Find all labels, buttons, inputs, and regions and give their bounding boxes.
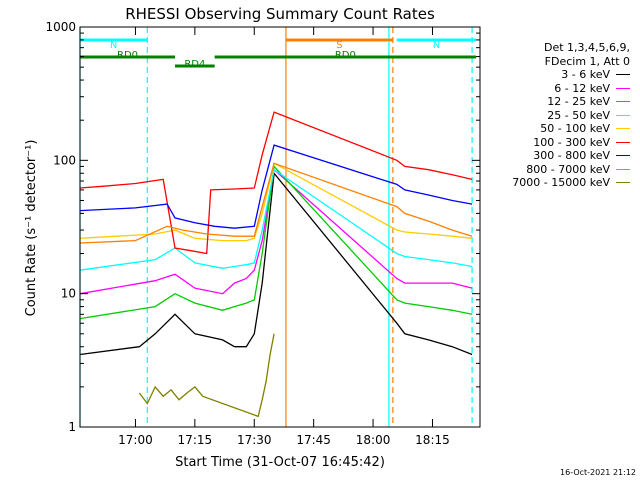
annotation-label-3: RD0 — [117, 50, 138, 61]
y-tick-label-1: 10 — [61, 287, 76, 301]
chart-title: RHESSI Observing Summary Count Rates — [125, 5, 435, 23]
legend-swatch-8 — [616, 182, 630, 184]
x-tick-label-1: 17:15 — [178, 433, 213, 447]
legend-item-8: 7000 - 15000 keV — [512, 176, 630, 190]
legend-swatch-7 — [616, 168, 630, 170]
legend-label-1: 6 - 12 keV — [554, 81, 610, 95]
x-tick-label-5: 18:15 — [415, 433, 450, 447]
annotation-label-2: S — [336, 40, 342, 51]
series-line-7 — [79, 162, 473, 244]
annotation-label-4: RD0 — [335, 50, 356, 61]
series-line-0 — [79, 171, 473, 356]
legend-label-4: 50 - 100 keV — [540, 122, 610, 135]
annotation-label-5: RD4 — [184, 59, 205, 70]
legend-item-6: 300 - 800 keV — [512, 149, 630, 163]
series-line-8 — [138, 333, 275, 418]
legend-item-5: 100 - 300 keV — [512, 136, 630, 150]
series-line-4 — [79, 162, 473, 242]
legend-swatch-4 — [616, 128, 630, 130]
y-tick-label-3: 1000 — [45, 20, 76, 34]
x-tick-label-4: 18:00 — [356, 433, 391, 447]
legend-swatch-0 — [616, 74, 630, 76]
legend-label-2: 12 - 25 keV — [547, 95, 610, 108]
legend-swatch-6 — [616, 155, 630, 157]
annotation-label-0: N — [110, 40, 117, 51]
legend-item-0: 3 - 6 keV — [512, 68, 630, 82]
y-tick-label-0: 1 — [68, 420, 76, 434]
legend-title-line-1: Det 1,3,4,5,6,9, — [543, 41, 630, 54]
legend-label-0: 3 - 6 keV — [561, 68, 610, 81]
legend-item-1: 6 - 12 keV — [512, 82, 630, 96]
legend-item-3: 25 - 50 keV — [512, 109, 630, 123]
legend-item-7: 800 - 7000 keV — [512, 163, 630, 177]
legend-swatch-1 — [616, 87, 630, 89]
series-line-1 — [79, 168, 473, 295]
series-line-5 — [79, 111, 473, 255]
axes: 17:00 17:15 17:30 17:45 18:00 18:15 1 10 100 1000 — [45, 20, 480, 447]
x-tick-label-0: 17:00 — [118, 433, 153, 447]
y-axis-label: Count Rate (s⁻¹ detector⁻¹) — [24, 140, 39, 317]
x-axis-label: Start Time (31-Oct-07 16:45:42) — [175, 455, 385, 470]
series-line-2 — [79, 164, 473, 320]
legend-label-5: 100 - 300 keV — [533, 135, 610, 149]
series-lines — [79, 111, 473, 418]
legend-item-2: 12 - 25 keV — [512, 95, 630, 109]
legend-item-4: 50 - 100 keV — [512, 122, 630, 136]
legend-swatch-5 — [616, 141, 630, 143]
legend-label-7: 800 - 7000 keV — [526, 162, 610, 176]
timestamp: 16-Oct-2021 21:12 — [560, 468, 636, 477]
legend: Det 1,3,4,5,6,9, FDecim 1, Att 0 3 - 6 k… — [512, 41, 630, 190]
legend-swatch-3 — [616, 114, 630, 116]
legend-label-3: 25 - 50 keV — [547, 108, 610, 122]
x-tick-label-3: 17:45 — [296, 433, 331, 447]
plot-frame — [79, 26, 481, 428]
legend-title-line-2: FDecim 1, Att 0 — [544, 54, 630, 68]
legend-label-6: 300 - 800 keV — [533, 149, 610, 162]
annotation-label-1: N — [433, 40, 440, 51]
series-line-3 — [79, 168, 473, 271]
legend-items: 3 - 6 keV 6 - 12 keV 12 - 25 keV 25 - 50 ke… — [512, 68, 630, 190]
legend-swatch-2 — [616, 101, 630, 103]
y-tick-label-2: 100 — [53, 153, 76, 167]
vertical-markers — [79, 27, 473, 427]
x-tick-label-2: 17:30 — [237, 433, 272, 447]
series-line-6 — [79, 144, 473, 229]
legend-label-8: 7000 - 15000 keV — [512, 176, 610, 189]
